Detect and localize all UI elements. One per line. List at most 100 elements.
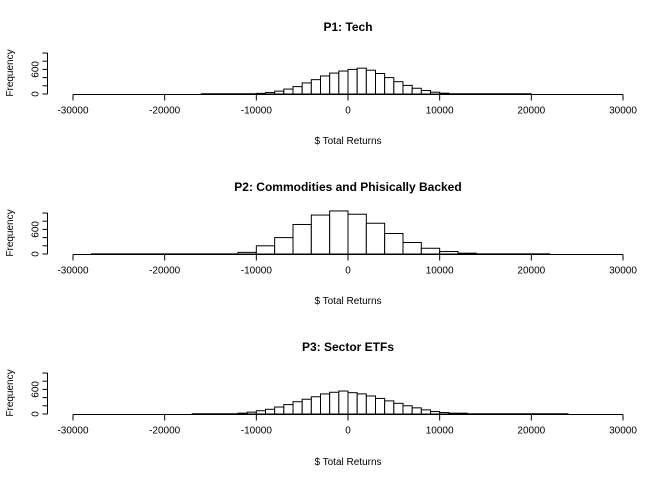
- x-tick-label: -20000: [149, 266, 181, 277]
- histogram-bar: [274, 406, 285, 415]
- histogram-bar: [255, 410, 266, 415]
- x-tick-label: 20000: [517, 266, 545, 277]
- axes: -30000 -20000 -10000 0 10000 20000 30000 0 600: [31, 372, 637, 437]
- x-tick-label: -10000: [241, 106, 273, 117]
- histogram-bar: [365, 395, 376, 415]
- x-tick-label: 0: [345, 426, 351, 437]
- x-tick-label: 0: [345, 106, 351, 117]
- histogram-bar: [439, 251, 459, 255]
- histogram-bar: [402, 405, 413, 415]
- histogram-bar: [411, 407, 422, 415]
- x-tick-label: 20000: [517, 426, 545, 437]
- histogram-bar: [411, 87, 422, 95]
- panel-p3-sector-etfs: P3: Sector ETFs Frequency $ Total Return…: [5, 340, 637, 468]
- histogram-bar: [420, 90, 431, 95]
- histogram-bar: [274, 237, 294, 255]
- chart-title: P2: Commodities and Phisically Backed: [234, 180, 461, 194]
- histogram-bar: [320, 393, 331, 415]
- histogram-bar: [384, 233, 404, 255]
- histogram-bar: [402, 84, 413, 95]
- x-tick-label: -30000: [57, 426, 89, 437]
- histogram-bar: [237, 412, 248, 415]
- histogram-bar: [338, 390, 349, 415]
- histogram-bar: [439, 412, 450, 415]
- histogram-bar: [430, 411, 441, 415]
- histogram-bar: [393, 402, 404, 415]
- histogram-bar: [274, 90, 285, 95]
- y-tick-label: 0: [31, 411, 42, 417]
- x-tick-label: 20000: [517, 106, 545, 117]
- axes: -30000 -20000 -10000 0 10000 20000 30000 0 600: [31, 52, 637, 117]
- histogram-bar: [310, 79, 321, 95]
- y-axis-label: Frequency: [5, 49, 16, 96]
- histogram-bar: [375, 73, 386, 95]
- x-axis-label: $ Total Returns: [314, 296, 381, 307]
- x-tick-label: -20000: [149, 106, 181, 117]
- y-tick-label: 600: [31, 221, 42, 238]
- histogram-bar: [347, 392, 358, 415]
- x-tick-label: -10000: [241, 426, 273, 437]
- histogram-bar: [301, 398, 312, 415]
- histogram-bars: [200, 67, 532, 95]
- x-tick-label: -30000: [57, 266, 89, 277]
- histogram-bar: [329, 72, 340, 95]
- x-tick-label: -20000: [149, 426, 181, 437]
- chart-title: P1: Tech: [323, 20, 372, 34]
- histogram-bar: [292, 86, 303, 95]
- x-tick-label: 10000: [426, 266, 454, 277]
- histogram-bar: [292, 223, 312, 255]
- histogram-bar: [420, 247, 441, 255]
- histogram-bar: [329, 210, 349, 255]
- x-tick-label: -10000: [241, 266, 273, 277]
- histogram-bar: [402, 242, 422, 255]
- histogram-bar: [375, 397, 386, 415]
- histogram-bar: [347, 213, 367, 255]
- x-tick-label: 10000: [426, 426, 454, 437]
- histogram-bar: [347, 68, 358, 95]
- histogram-bar: [365, 222, 386, 255]
- histogram-bar: [283, 88, 294, 95]
- histogram-bar: [320, 75, 331, 95]
- histogram-bar: [356, 393, 367, 415]
- histogram-bar: [265, 408, 276, 415]
- histogram-bar: [310, 214, 331, 255]
- histogram-bar: [420, 409, 431, 415]
- histogram-bar: [301, 82, 312, 95]
- x-tick-label: 30000: [609, 106, 637, 117]
- axes: -30000 -20000 -10000 0 10000 20000 30000 0 600: [31, 212, 637, 277]
- x-tick-label: 0: [345, 266, 351, 277]
- histogram-bar: [365, 69, 376, 95]
- panel-p2-commodities: P2: Commodities and Phisically Backed Fr…: [5, 180, 637, 307]
- chart-title: P3: Sector ETFs: [302, 340, 394, 354]
- x-axis-label: $ Total Returns: [314, 136, 381, 147]
- x-axis-label: $ Total Returns: [314, 457, 381, 468]
- histogram-bar: [246, 411, 257, 415]
- x-tick-label: 30000: [609, 426, 637, 437]
- y-tick-label: 600: [31, 381, 42, 398]
- histogram-bar: [310, 396, 321, 415]
- y-tick-label: 600: [31, 61, 42, 78]
- histogram-bars: [191, 390, 569, 415]
- histogram-bar: [430, 91, 441, 95]
- histogram-bar: [393, 81, 404, 95]
- y-axis-label: Frequency: [5, 369, 16, 416]
- x-tick-label: 10000: [426, 106, 454, 117]
- histogram-bar: [338, 70, 349, 95]
- histogram-bar: [237, 251, 257, 255]
- y-axis-label: Frequency: [5, 209, 16, 256]
- histogram-bar: [384, 77, 395, 95]
- histogram-bar: [255, 245, 276, 255]
- histogram-bar: [283, 404, 294, 415]
- panel-p1-tech: P1: Tech Frequency $ Total Returns -3000…: [5, 20, 637, 147]
- histogram-bar: [448, 412, 468, 415]
- x-tick-label: 30000: [609, 266, 637, 277]
- histogram-bars: [90, 210, 551, 255]
- histogram-bar: [329, 391, 340, 415]
- histogram-bar: [439, 92, 450, 95]
- histogram-bar: [356, 67, 367, 95]
- histogram-bar: [292, 401, 303, 415]
- y-tick-label: 0: [31, 91, 42, 97]
- histogram-bar: [265, 92, 276, 95]
- histogram-bar: [457, 252, 477, 255]
